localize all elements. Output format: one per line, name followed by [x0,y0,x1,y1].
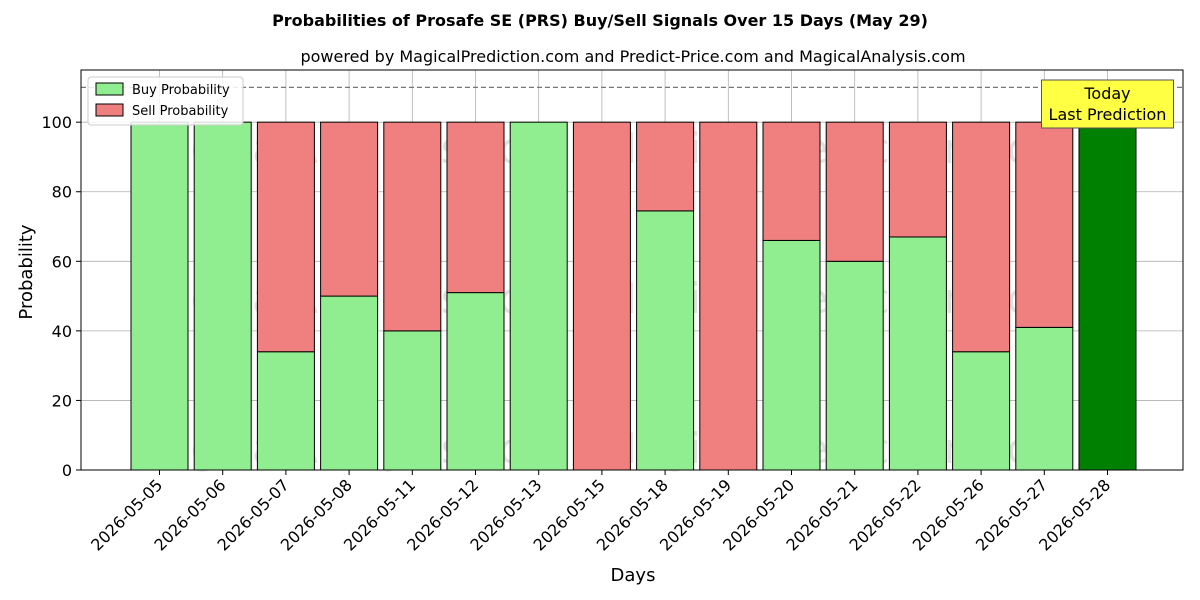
bar-buy [636,210,695,471]
bar-sell [572,121,631,471]
bar-buy [256,351,315,471]
bar-sell [952,121,1011,353]
y-axis-ticks: 0 20 40 60 80 100 [41,113,81,480]
bar-buy [952,351,1011,471]
bar-buy [446,292,505,471]
bar-buy [762,239,821,471]
bar-sell [256,121,315,353]
legend-swatch-buy [95,82,124,96]
bar-sell [888,121,947,238]
bar-sell [699,121,758,471]
x-axis-title: Days [611,565,656,586]
bar-sell [825,121,884,262]
bar-buy [193,121,252,471]
bar-buy [130,121,189,471]
y-tick-label: 40 [52,322,72,341]
legend: Buy Probability Sell Probability [87,76,244,126]
annotation-text: Today [1083,84,1130,103]
y-tick-label: 0 [62,461,72,480]
legend-swatch-sell [95,103,124,117]
chart-title: Probabilities of Prosafe SE (PRS) Buy/Se… [272,11,928,30]
bar-buy [888,236,947,471]
bar-sell [383,121,442,332]
bar-sell [636,121,695,212]
bar-buy-highlight [1078,121,1137,471]
y-tick-label: 60 [52,252,72,271]
annotation-text: Last Prediction [1049,105,1167,124]
bar-buy [320,295,379,471]
bar-buy [509,121,568,471]
y-tick-label: 80 [52,183,72,202]
today-annotation: Today Last Prediction [1041,79,1174,129]
chart-subtitle: powered by MagicalPrediction.com and Pre… [300,47,965,66]
bars [130,121,1137,471]
y-tick-label: 20 [52,391,72,410]
bar-sell [446,121,505,294]
y-axis-title: Probability [16,224,37,319]
plot-frame [80,69,1184,471]
bar-buy [825,260,884,471]
bar-sell [762,121,821,241]
y-tick-label: 100 [41,113,72,132]
bar-buy [1015,326,1074,471]
legend-label-sell: Sell Probability [132,104,229,119]
annotation-box [1041,79,1174,129]
legend-box [87,76,244,126]
bar-sell [1015,121,1074,328]
bar-sell [320,121,379,297]
legend-label-buy: Buy Probability [132,83,230,98]
bar-buy [383,330,442,471]
